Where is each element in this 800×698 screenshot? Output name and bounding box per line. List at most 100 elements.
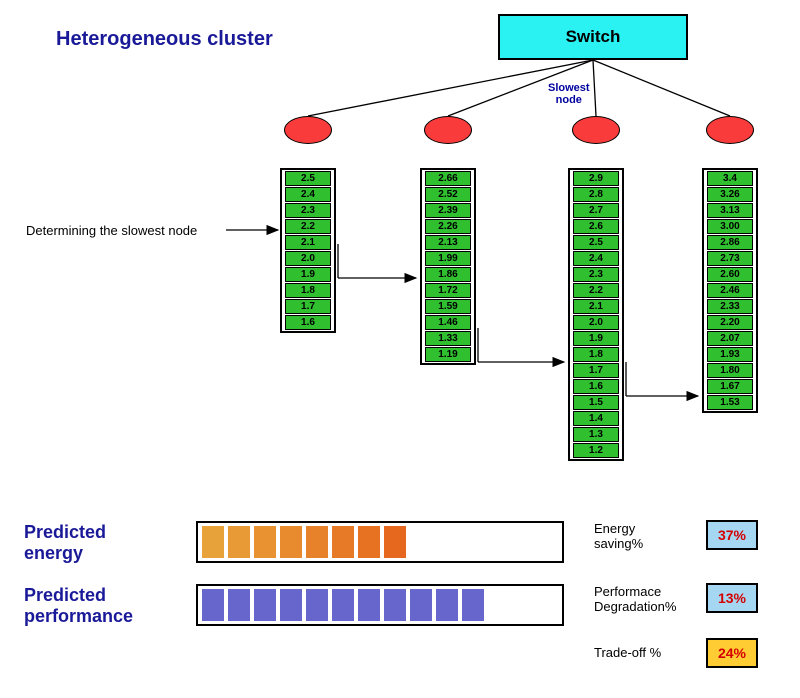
stack-3-cell-5: 2.73	[707, 251, 753, 266]
bar-seg	[358, 589, 380, 621]
predicted-label-1: Predictedperformance	[24, 585, 133, 626]
stack-1-cell-1: 2.52	[425, 187, 471, 202]
stack-3-cell-9: 2.20	[707, 315, 753, 330]
stack-0-cell-6: 1.9	[285, 267, 331, 282]
slowest-node-label: Slowest node	[548, 82, 590, 106]
stack-1-cell-9: 1.46	[425, 315, 471, 330]
diagram-title: Heterogeneous cluster	[56, 28, 273, 51]
stack-1-cell-10: 1.33	[425, 331, 471, 346]
stack-0-cell-7: 1.8	[285, 283, 331, 298]
stack-0-cell-1: 2.4	[285, 187, 331, 202]
stack-0-cell-2: 2.3	[285, 203, 331, 218]
metric-label-0: Energysaving%	[594, 522, 643, 552]
bar-seg	[358, 526, 380, 558]
stack-2-cell-0: 2.9	[573, 171, 619, 186]
stack-1-cell-4: 2.13	[425, 235, 471, 250]
bar-seg	[332, 589, 354, 621]
stack-2-cell-11: 1.8	[573, 347, 619, 362]
bar-seg	[254, 526, 276, 558]
stack-2-cell-4: 2.5	[573, 235, 619, 250]
stack-2-cell-1: 2.8	[573, 187, 619, 202]
metric-box-2: 24%	[706, 638, 758, 668]
stack-1-cell-0: 2.66	[425, 171, 471, 186]
stack-0-cell-4: 2.1	[285, 235, 331, 250]
stack-3-cell-7: 2.46	[707, 283, 753, 298]
stack-3-cell-2: 3.13	[707, 203, 753, 218]
bar-seg	[332, 526, 354, 558]
stack-2-cell-3: 2.6	[573, 219, 619, 234]
bar-seg	[202, 526, 224, 558]
stack-2-cell-6: 2.3	[573, 267, 619, 282]
stack-3-cell-6: 2.60	[707, 267, 753, 282]
stack-3-cell-8: 2.33	[707, 299, 753, 314]
metric-box-0: 37%	[706, 520, 758, 550]
bar-seg	[254, 589, 276, 621]
predicted-label-0: Predictedenergy	[24, 522, 106, 563]
determining-text: Determining the slowest node	[26, 223, 197, 238]
stack-2-cell-10: 1.9	[573, 331, 619, 346]
stack-2-cell-2: 2.7	[573, 203, 619, 218]
slowest-line2: node	[548, 94, 590, 106]
stack-2-cell-14: 1.5	[573, 395, 619, 410]
predicted-bar-1	[196, 584, 564, 626]
determining-label: Determining the slowest node	[26, 223, 197, 238]
stack-3-cell-1: 3.26	[707, 187, 753, 202]
stack-2-cell-12: 1.7	[573, 363, 619, 378]
bar-seg	[280, 589, 302, 621]
stack-3-cell-14: 1.53	[707, 395, 753, 410]
stack-3: 3.43.263.133.002.862.732.602.462.332.202…	[702, 168, 758, 413]
stack-0-cell-8: 1.7	[285, 299, 331, 314]
stack-1-cell-6: 1.86	[425, 267, 471, 282]
stack-2-cell-9: 2.0	[573, 315, 619, 330]
bar-seg	[384, 589, 406, 621]
stack-0-cell-0: 2.5	[285, 171, 331, 186]
stack-0: 2.52.42.32.22.12.01.91.81.71.6	[280, 168, 336, 333]
stack-1: 2.662.522.392.262.131.991.861.721.591.46…	[420, 168, 476, 365]
bar-seg	[410, 589, 432, 621]
bar-seg	[306, 589, 328, 621]
stack-0-cell-5: 2.0	[285, 251, 331, 266]
stack-2-cell-13: 1.6	[573, 379, 619, 394]
stack-1-cell-7: 1.72	[425, 283, 471, 298]
stack-0-cell-9: 1.6	[285, 315, 331, 330]
node-ellipse-0	[284, 116, 332, 144]
bar-seg	[228, 589, 250, 621]
bar-seg	[202, 589, 224, 621]
stack-2-cell-7: 2.2	[573, 283, 619, 298]
metric-label-1: PerformaceDegradation%	[594, 585, 676, 615]
stack-3-cell-13: 1.67	[707, 379, 753, 394]
switch-label: Switch	[566, 27, 621, 47]
stack-3-cell-10: 2.07	[707, 331, 753, 346]
stack-1-cell-3: 2.26	[425, 219, 471, 234]
stack-2-cell-16: 1.3	[573, 427, 619, 442]
predicted-bar-0	[196, 521, 564, 563]
node-ellipse-2	[572, 116, 620, 144]
stack-3-cell-11: 1.93	[707, 347, 753, 362]
stack-3-cell-4: 2.86	[707, 235, 753, 250]
bar-seg	[384, 526, 406, 558]
stack-1-cell-5: 1.99	[425, 251, 471, 266]
metric-box-1: 13%	[706, 583, 758, 613]
switch-box: Switch	[498, 14, 688, 60]
stack-2-cell-17: 1.2	[573, 443, 619, 458]
bar-seg	[436, 589, 458, 621]
stack-0-cell-3: 2.2	[285, 219, 331, 234]
stack-2-cell-8: 2.1	[573, 299, 619, 314]
stack-1-cell-2: 2.39	[425, 203, 471, 218]
bar-seg	[228, 526, 250, 558]
stack-3-cell-12: 1.80	[707, 363, 753, 378]
bar-seg	[462, 589, 484, 621]
stack-1-cell-11: 1.19	[425, 347, 471, 362]
stack-3-cell-3: 3.00	[707, 219, 753, 234]
stack-1-cell-8: 1.59	[425, 299, 471, 314]
bar-seg	[306, 526, 328, 558]
bar-seg	[280, 526, 302, 558]
node-ellipse-1	[424, 116, 472, 144]
metric-label-2: Trade-off %	[594, 646, 661, 661]
stack-3-cell-0: 3.4	[707, 171, 753, 186]
stack-2: 2.92.82.72.62.52.42.32.22.12.01.91.81.71…	[568, 168, 624, 461]
slowest-line1: Slowest	[548, 82, 590, 94]
stack-2-cell-5: 2.4	[573, 251, 619, 266]
stack-2-cell-15: 1.4	[573, 411, 619, 426]
node-ellipse-3	[706, 116, 754, 144]
